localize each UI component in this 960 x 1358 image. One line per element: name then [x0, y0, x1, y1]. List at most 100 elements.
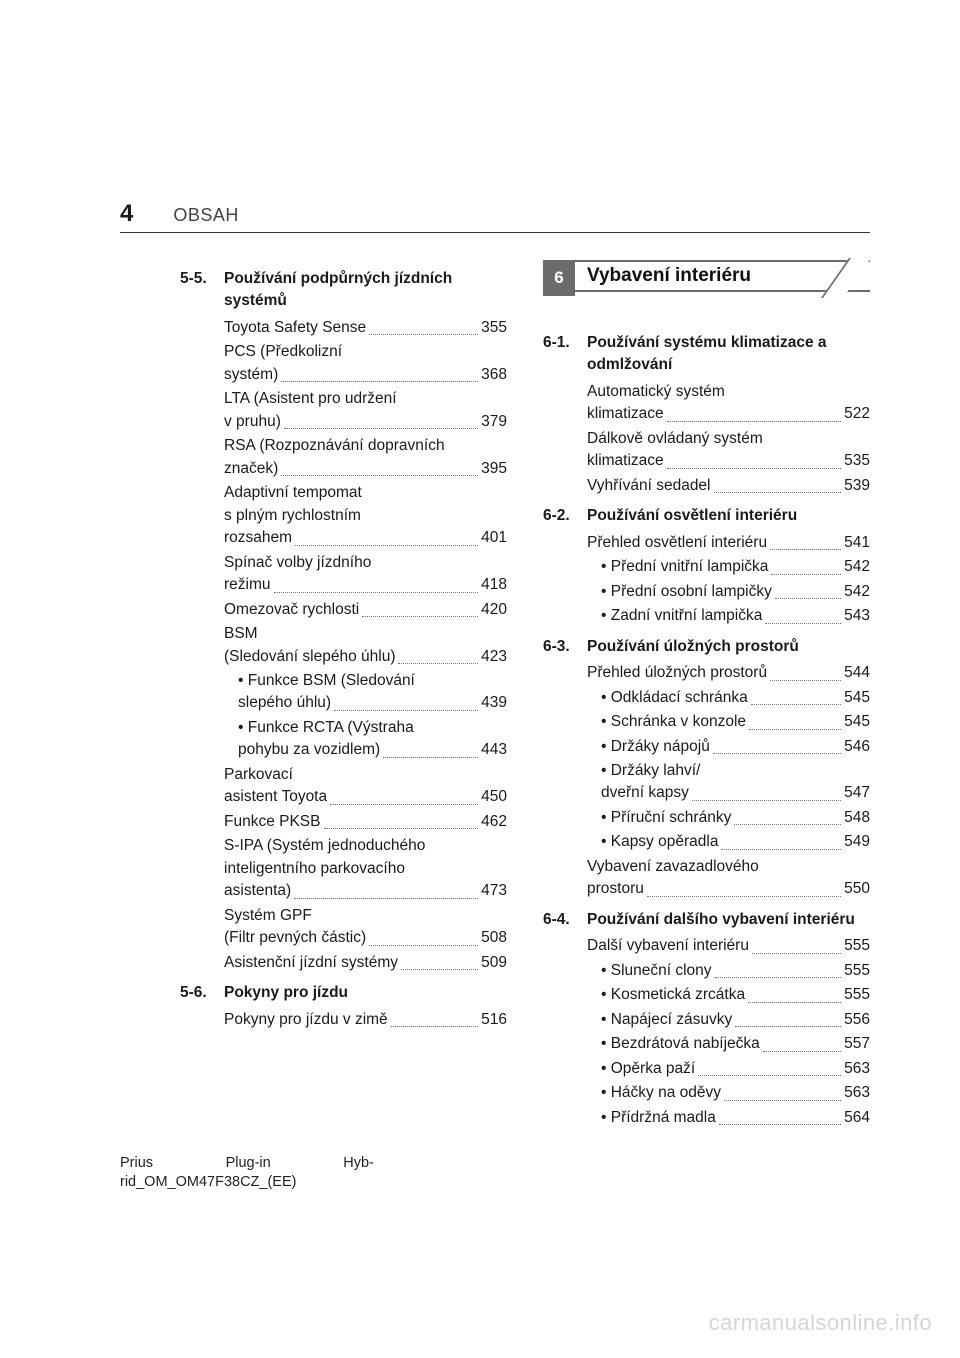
toc-entry: Další vybavení interiéru555 — [587, 935, 870, 957]
toc-entry: • Funkce RCTA (Výstrahapohybu za vozidle… — [238, 717, 507, 762]
toc-entry-label: rozsahem — [224, 527, 292, 549]
toc-section-title: Používání systému klimatizace a odmlžová… — [587, 332, 870, 377]
toc-entry-label-line: S-IPA (Systém jednoduchého — [224, 835, 507, 857]
toc-section-head: 6-3.Používání úložných prostorů — [543, 636, 870, 658]
toc-entry-page: 355 — [481, 317, 507, 339]
toc-dots — [735, 1026, 841, 1027]
footer-word: Hyb- — [343, 1155, 374, 1171]
toc-entry-label: • Háčky na oděvy — [601, 1082, 721, 1104]
toc-entry-page: 401 — [481, 527, 507, 549]
toc-entry-label: • Kosmetická zrcátka — [601, 984, 745, 1006]
toc-dots — [751, 704, 841, 705]
chapter-title-wrap: Vybavení interiéru — [575, 260, 870, 296]
toc-dots — [770, 680, 841, 681]
toc-dots — [383, 757, 478, 758]
toc-entry-page: 462 — [481, 811, 507, 833]
toc-entry: • Odkládací schránka545 — [601, 687, 870, 709]
toc-dots — [771, 574, 841, 575]
toc-entry-label-line: PCS (Předkolizní — [224, 341, 507, 363]
toc-entry: Automatický systémklimatizace522 — [587, 381, 870, 426]
toc-entry-page: 548 — [844, 807, 870, 829]
toc-entry-page: 556 — [844, 1009, 870, 1031]
toc-entry-page: 420 — [481, 599, 507, 621]
toc-entry: Funkce PKSB462 — [224, 811, 507, 833]
toc-entry-page: 379 — [481, 411, 507, 433]
toc-section-title: Pokyny pro jízdu — [224, 982, 507, 1004]
toc-dots — [281, 381, 478, 382]
toc-dots — [719, 1124, 841, 1125]
toc-entry-label: Toyota Safety Sense — [224, 317, 366, 339]
toc-entry-lastline: asistent Toyota450 — [224, 786, 507, 808]
toc-dots — [391, 1026, 478, 1027]
toc-dots — [749, 729, 841, 730]
toc-entry-label-line: RSA (Rozpoznávání dopravních — [224, 435, 507, 457]
toc-entry-label-line: LTA (Asistent pro udržení — [224, 388, 507, 410]
toc-entry-label-line: Automatický systém — [587, 381, 870, 403]
toc-entry-label-line: Parkovací — [224, 764, 507, 786]
toc-entry-label: • Zadní vnitřní lampička — [601, 605, 762, 627]
toc-entry-label: asistenta) — [224, 880, 291, 902]
toc-entry-label: v pruhu) — [224, 411, 281, 433]
toc-entry-label: • Přední osobní lampičky — [601, 581, 772, 603]
toc-dots — [667, 421, 841, 422]
toc-dots — [294, 898, 478, 899]
footer: Prius Plug-in Hyb- rid_OM_OM47F38CZ_(EE) — [120, 1154, 374, 1193]
toc-entry-page: 423 — [481, 646, 507, 668]
toc-entry-lastline: rozsahem 401 — [224, 527, 507, 549]
toc-section-number: 6-4. — [543, 909, 587, 931]
toc-entry-label-line: s plným rychlostním — [224, 505, 507, 527]
toc-dots — [713, 753, 841, 754]
toc-entry-label: • Schránka v konzole — [601, 711, 746, 733]
page-header: 4 OBSAH — [120, 200, 870, 233]
footer-word: Prius — [120, 1155, 153, 1171]
toc-entry: Parkovacíasistent Toyota450 — [224, 764, 507, 809]
toc-entry: Spínač volby jízdníhorežimu418 — [224, 552, 507, 597]
toc-entry: • Bezdrátová nabíječka557 — [601, 1033, 870, 1055]
toc-section-title: Používání dalšího vybavení interiéru — [587, 909, 870, 931]
toc-entry-label: klimatizace — [587, 403, 664, 425]
toc-section-title: Používání úložných prostorů — [587, 636, 870, 658]
chapter-title: Vybavení interiéru — [575, 260, 870, 292]
toc-entry-lastline: systém)368 — [224, 364, 507, 386]
toc-entry-label: Pokyny pro jízdu v zimě — [224, 1009, 388, 1031]
toc-entry-page: 563 — [844, 1082, 870, 1104]
toc-entry-lastline: klimatizace522 — [587, 403, 870, 425]
toc-dots — [281, 475, 478, 476]
toc-entry: S-IPA (Systém jednoduchéhointeligentního… — [224, 835, 507, 902]
toc-dots — [752, 953, 841, 954]
toc-entry-page: 508 — [481, 927, 507, 949]
toc-entry-label: slepého úhlu) — [238, 692, 331, 714]
toc-entry-label-line: • Držáky lahví/ — [601, 760, 870, 782]
toc-entry-label: • Sluneční clony — [601, 960, 712, 982]
page-number: 4 — [120, 200, 133, 228]
toc-entry: • Napájecí zásuvky556 — [601, 1009, 870, 1031]
toc-entry-page: 443 — [481, 739, 507, 761]
toc-entry-lastline: (Sledování slepého úhlu)423 — [224, 646, 507, 668]
toc-entry-page: 473 — [481, 880, 507, 902]
toc-entry: LTA (Asistent pro udrženív pruhu) 379 — [224, 388, 507, 433]
toc-entry: Asistenční jízdní systémy 509 — [224, 952, 507, 974]
toc-entry: • Přední vnitřní lampička542 — [601, 556, 870, 578]
toc-dots — [647, 896, 841, 897]
toc-entry: BSM(Sledování slepého úhlu)423 — [224, 623, 507, 668]
toc-dots — [667, 468, 841, 469]
toc-entry-label: • Odkládací schránka — [601, 687, 748, 709]
toc-entry-label: Omezovač rychlosti — [224, 599, 359, 621]
toc-entry-page: 535 — [844, 450, 870, 472]
toc-entry-label: pohybu za vozidlem) — [238, 739, 380, 761]
toc-dots — [763, 1051, 841, 1052]
toc-entry-page: 546 — [844, 736, 870, 758]
toc-entry-label-line: Adaptivní tempomat — [224, 482, 507, 504]
toc-entry: • Funkce BSM (Sledováníslepého úhlu)439 — [238, 670, 507, 715]
toc-entry: RSA (Rozpoznávání dopravníchznaček)395 — [224, 435, 507, 480]
toc-entry: Omezovač rychlosti 420 — [224, 599, 507, 621]
toc-section-number: 5-6. — [180, 982, 224, 1004]
toc-dots — [284, 428, 478, 429]
toc-entry-label: Přehled osvětlení interiéru — [587, 532, 767, 554]
toc-entry-page: 547 — [844, 782, 870, 804]
toc-dots — [734, 824, 841, 825]
toc-entry-page: 509 — [481, 952, 507, 974]
toc-entry-label: prostoru — [587, 878, 644, 900]
toc-entry-lastline: režimu418 — [224, 574, 507, 596]
toc-entry-label: Asistenční jízdní systémy — [224, 952, 398, 974]
